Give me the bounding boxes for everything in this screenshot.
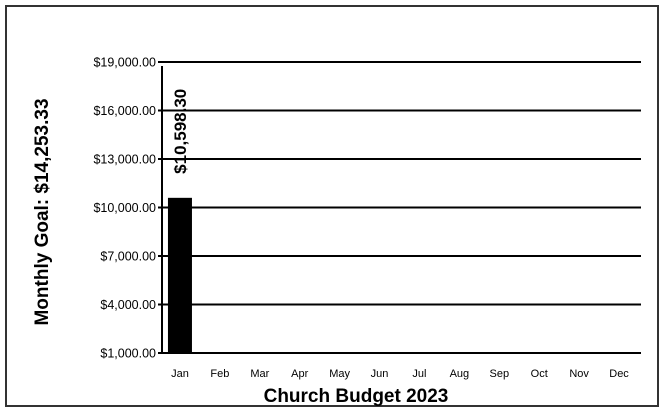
- y-tick-label: $7,000.00: [100, 250, 156, 264]
- chart-frame: [5, 5, 659, 407]
- data-labels: $10,598.30: [171, 89, 190, 174]
- x-tick-label: May: [329, 368, 350, 380]
- y-tick-label: $13,000.00: [93, 153, 156, 167]
- x-tick-label: Jul: [412, 368, 426, 380]
- x-tick-label: Feb: [210, 368, 229, 380]
- y-tick-label: $1,000.00: [100, 347, 156, 361]
- y-axis-label: Monthly Goal: $14,253.33: [32, 98, 53, 325]
- x-tick-label: Jan: [171, 368, 189, 380]
- x-tick-label: Oct: [531, 368, 548, 380]
- x-tick-label: Sep: [490, 368, 510, 380]
- y-tick-label: $19,000.00: [93, 56, 156, 70]
- x-tick-label: Dec: [609, 368, 629, 380]
- data-label: $10,598.30: [171, 89, 190, 174]
- y-tick-label: $16,000.00: [93, 104, 156, 118]
- x-tick-label: Aug: [450, 368, 470, 380]
- y-tick-label: $4,000.00: [100, 298, 156, 312]
- x-tick-labels: Jan Feb Mar Apr May Jun Jul Aug Sep Oct Nov Dec: [171, 368, 629, 380]
- gridlines: [158, 61, 641, 354]
- bar: [167, 197, 192, 353]
- x-axis-label: Church Budget 2023: [264, 386, 449, 407]
- x-tick-label: Apr: [291, 368, 308, 380]
- bars: [167, 197, 192, 353]
- y-tick-labels: $1,000.00 $4,000.00 $7,000.00 $10,000.00 $13…: [93, 56, 156, 361]
- y-tick-label: $10,000.00: [93, 201, 156, 215]
- x-tick-label: Nov: [569, 368, 589, 380]
- x-tick-label: Mar: [250, 368, 269, 380]
- x-tick-label: Jun: [371, 368, 389, 380]
